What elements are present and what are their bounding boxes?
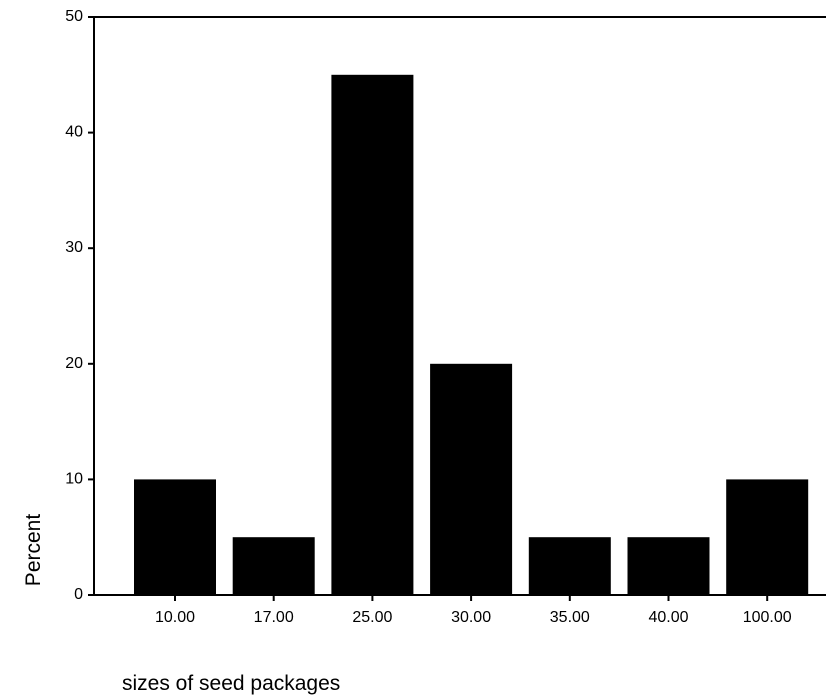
- x-tick-label: 17.00: [254, 609, 294, 626]
- x-tick-label: 35.00: [550, 609, 590, 626]
- y-ticks: 0 10 20 30 40 50: [65, 8, 94, 603]
- y-tick-label: 10: [65, 470, 83, 487]
- bar-10.00: [134, 479, 216, 595]
- bar-35.00: [528, 537, 611, 595]
- axes-layer: [93, 16, 826, 596]
- bar-25.00: [331, 74, 414, 596]
- bar-40.00: [627, 537, 710, 595]
- y-tick-label: 30: [65, 239, 83, 256]
- y-tick-label: 20: [65, 355, 83, 372]
- x-axis-title: sizes of seed packages: [122, 672, 340, 695]
- y-tick-label: 0: [74, 586, 83, 603]
- bars-layer: [134, 74, 809, 596]
- y-tick-label: 50: [65, 8, 83, 25]
- x-ticks: 10.00 17.00 25.00 30.00 35.00 40.00 100.00: [155, 595, 792, 626]
- x-tick-label: 10.00: [155, 609, 195, 626]
- bar-30.00: [430, 363, 513, 595]
- x-tick-label: 40.00: [648, 609, 688, 626]
- x-tick-label: 30.00: [451, 609, 491, 626]
- x-tick-label: 25.00: [352, 609, 392, 626]
- bar-17.00: [232, 537, 315, 595]
- bar-100.00: [726, 479, 809, 595]
- x-tick-label: 100.00: [743, 609, 792, 626]
- y-axis-title: Percent: [22, 514, 45, 587]
- y-tick-label: 40: [65, 124, 83, 141]
